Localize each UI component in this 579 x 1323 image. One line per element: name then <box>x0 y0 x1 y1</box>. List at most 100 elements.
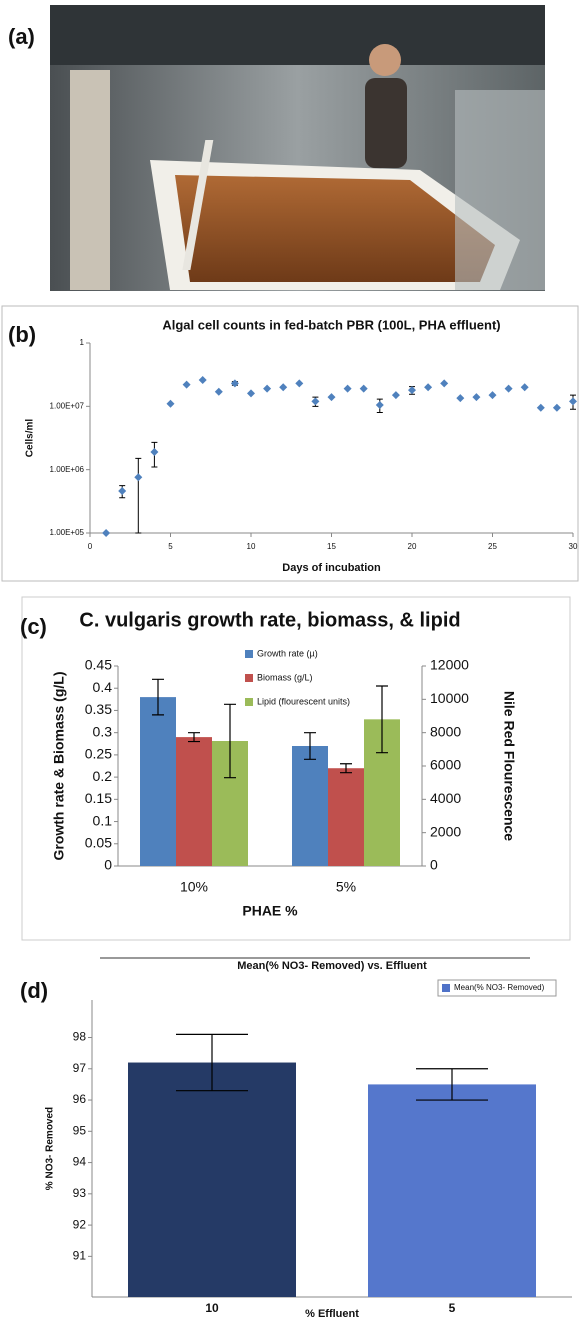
panel-frame <box>1 305 579 582</box>
x-axis-label: Days of incubation <box>282 562 381 574</box>
x-tick-label: 5 <box>449 1301 456 1315</box>
y-axis-label: Growth rate & Biomass (g/L) <box>51 671 67 860</box>
data-point <box>295 379 304 388</box>
chart-title: C. vulgaris growth rate, biomass, & lipi… <box>79 609 460 631</box>
error-bar <box>224 703 236 779</box>
bar <box>368 1084 536 1297</box>
error-bar <box>188 732 200 743</box>
legend-box <box>437 979 557 997</box>
data-point <box>408 386 416 395</box>
bar <box>328 768 364 866</box>
data-point <box>488 391 497 400</box>
data-point <box>327 393 336 402</box>
x-tick-label: 30 <box>569 542 578 551</box>
y-axis-label: % NO3- Removed <box>45 1107 56 1190</box>
x-axis-label: % Effluent <box>305 1308 359 1320</box>
y-tick-label: 94 <box>73 1155 87 1169</box>
data-point <box>456 394 465 403</box>
data-point <box>424 383 433 392</box>
data-point <box>311 397 320 406</box>
data-point <box>230 379 239 388</box>
x-tick-label: 15 <box>327 542 336 551</box>
y-tick-label: 0.05 <box>85 834 112 850</box>
data-point <box>375 400 384 409</box>
x-tick-label: 25 <box>488 542 497 551</box>
chart-title: Algal cell counts in fed-batch PBR (100L… <box>162 317 500 332</box>
legend-label: Lipid (flourescent units) <box>257 696 350 706</box>
data-point <box>182 380 191 389</box>
legend-label: Growth rate (µ) <box>257 648 318 658</box>
y-tick-label: 98 <box>73 1030 87 1044</box>
legend-swatch <box>442 984 450 992</box>
x-tick-label: 10% <box>180 879 208 895</box>
panel-frame <box>21 596 571 941</box>
y-tick-label: 0.4 <box>93 679 113 695</box>
y-axis-label: Cells/ml <box>25 419 36 458</box>
data-point <box>359 384 368 393</box>
y2-tick-label: 4000 <box>430 790 461 806</box>
legend-label: Mean(% NO3- Removed) <box>454 983 545 992</box>
photo <box>50 5 545 291</box>
y-tick-label: 0.35 <box>85 701 112 717</box>
data-point <box>150 448 159 457</box>
panel-label: (b) <box>8 322 36 347</box>
data-point <box>263 384 272 393</box>
y-tick-label: 93 <box>73 1186 87 1200</box>
y-tick-label: 0.1 <box>93 812 113 828</box>
y2-tick-label: 8000 <box>430 723 461 739</box>
legend-swatch <box>245 674 253 682</box>
y-tick-label: 97 <box>73 1061 87 1075</box>
y-tick-label: 1.00E+07 <box>50 401 85 410</box>
y-tick-label: 96 <box>73 1092 87 1106</box>
y-tick-label: 0.2 <box>93 768 113 784</box>
data-point <box>472 393 481 402</box>
legend-swatch <box>245 698 253 706</box>
y-tick-label: 1.00E+06 <box>50 465 85 474</box>
x-tick-label: 10 <box>247 542 256 551</box>
y-tick-label: 91 <box>73 1249 87 1263</box>
panel-label: (d) <box>20 978 48 1003</box>
y-tick-label: 1 <box>80 338 85 347</box>
data-point <box>440 379 449 388</box>
x-tick-label: 20 <box>408 542 417 551</box>
chart-title: Mean(% NO3- Removed) vs. Effluent <box>237 960 427 972</box>
data-point <box>536 403 545 412</box>
data-point <box>134 473 143 482</box>
legend-label: Biomass (g/L) <box>257 672 313 682</box>
error-bar <box>340 763 352 774</box>
error-bar <box>416 1068 488 1101</box>
data-point <box>102 529 111 537</box>
x-tick-label: 5% <box>336 879 356 895</box>
y2-tick-label: 12000 <box>430 657 469 673</box>
y2-tick-label: 6000 <box>430 757 461 773</box>
y-tick-label: 0.15 <box>85 790 112 806</box>
panel-label: (a) <box>8 24 35 49</box>
data-point <box>343 384 352 393</box>
y2-tick-label: 2000 <box>430 823 461 839</box>
data-point <box>569 397 577 406</box>
data-point <box>166 399 175 408</box>
data-point <box>198 376 207 385</box>
y2-axis-label: Nile Red Flourescence <box>501 691 517 841</box>
x-tick-label: 5 <box>168 542 173 551</box>
error-bar <box>304 732 316 760</box>
y2-tick-label: 10000 <box>430 690 469 706</box>
y-tick-label: 0.25 <box>85 746 112 762</box>
data-point <box>391 391 400 400</box>
error-bar <box>176 1033 248 1092</box>
bar <box>176 737 212 866</box>
error-bar <box>135 457 142 534</box>
data-point <box>504 384 513 393</box>
data-point <box>279 383 288 392</box>
data-point <box>214 387 223 396</box>
x-axis-label: PHAE % <box>242 903 298 919</box>
data-point <box>552 403 561 412</box>
y-tick-label: 0.3 <box>93 723 113 739</box>
y-tick-label: 0.45 <box>85 657 112 673</box>
y-tick-label: 92 <box>73 1217 87 1231</box>
error-bar <box>152 678 164 716</box>
x-tick-label: 0 <box>88 542 93 551</box>
y-tick-label: 1.00E+05 <box>50 528 85 537</box>
y-tick-label: 95 <box>73 1123 87 1137</box>
